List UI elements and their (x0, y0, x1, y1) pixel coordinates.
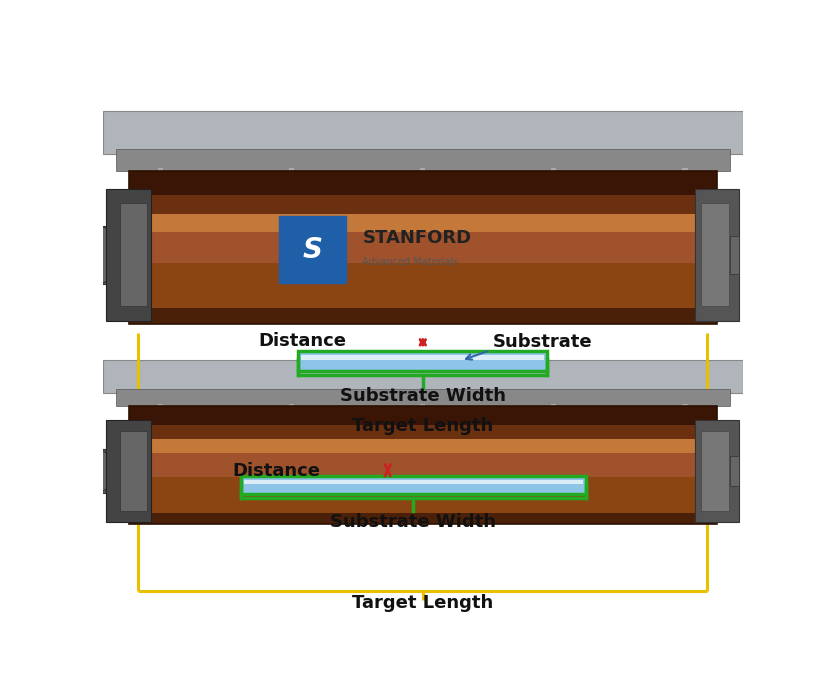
Bar (158, 169, 163, 183)
Bar (301, 355, 544, 360)
Bar (682, 169, 687, 183)
Bar (729, 457, 739, 486)
Text: Substrate Width: Substrate Width (340, 387, 506, 405)
Bar (129, 406, 717, 524)
Bar (129, 210, 717, 232)
Bar (701, 204, 729, 307)
Bar (279, 216, 346, 283)
Bar (298, 351, 548, 371)
Bar (103, 360, 742, 393)
Bar (116, 149, 729, 171)
Bar (103, 111, 742, 154)
Bar (420, 169, 426, 183)
Bar (129, 192, 717, 213)
Bar (290, 404, 295, 415)
Bar (106, 189, 151, 321)
Bar (244, 480, 582, 484)
Bar (158, 404, 163, 415)
Text: Target Length: Target Length (352, 417, 493, 435)
Bar (129, 220, 717, 263)
Bar (129, 244, 717, 308)
Text: Substrate: Substrate (493, 332, 593, 351)
Bar (129, 406, 717, 425)
Bar (116, 389, 729, 406)
Bar (290, 169, 295, 183)
Bar (106, 420, 151, 522)
Text: Substrate Width: Substrate Width (330, 513, 496, 531)
Bar (129, 171, 717, 323)
Bar (129, 444, 717, 477)
Bar (420, 404, 426, 415)
Bar (551, 404, 556, 415)
Bar (729, 236, 739, 274)
Bar (129, 171, 717, 195)
Bar (695, 189, 739, 321)
Circle shape (50, 224, 124, 286)
Bar (129, 437, 717, 453)
Bar (701, 431, 729, 511)
Text: Distance: Distance (233, 462, 321, 480)
Bar (129, 305, 717, 323)
Circle shape (59, 447, 116, 495)
Text: Advanced Materials: Advanced Materials (362, 256, 459, 267)
Bar (695, 420, 739, 522)
Bar (120, 204, 148, 307)
Bar (129, 463, 717, 512)
Text: S: S (302, 236, 322, 263)
Bar (87, 227, 129, 284)
Bar (551, 169, 556, 183)
Bar (129, 510, 717, 524)
Bar (120, 431, 148, 511)
Text: Distance: Distance (258, 332, 346, 351)
Bar (129, 422, 717, 439)
Bar (241, 477, 586, 494)
Text: Target Length: Target Length (352, 594, 493, 612)
Text: STANFORD: STANFORD (362, 229, 471, 247)
Bar (682, 404, 687, 415)
Bar (87, 449, 129, 493)
